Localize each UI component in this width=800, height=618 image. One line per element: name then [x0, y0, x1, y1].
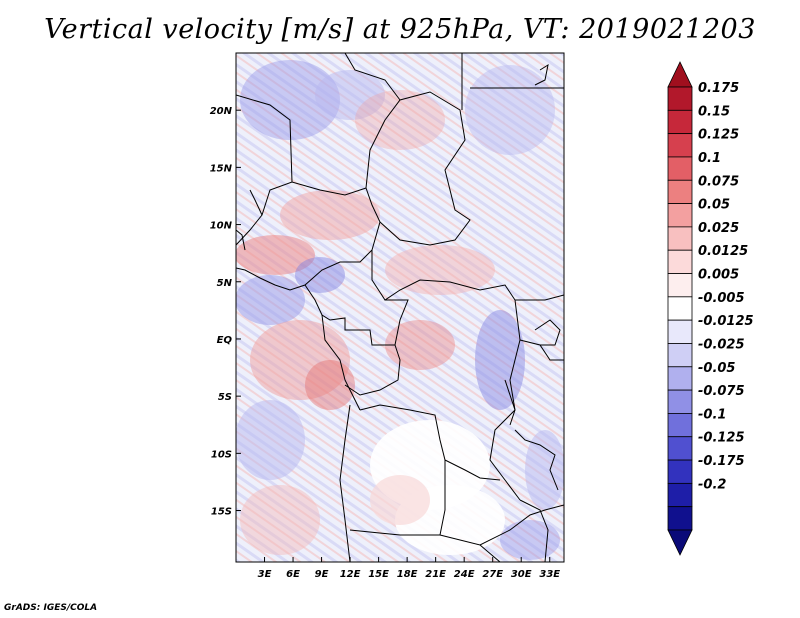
- colorbar-label: -0.005: [698, 291, 745, 306]
- colorbar-label: -0.1: [698, 407, 726, 422]
- lon-tick-label: 24E: [454, 569, 475, 580]
- colorbar: 0.175 0.15 0.125 0.1 0.075 0.05 0.025 0.0125 0.0…: [667, 61, 754, 556]
- lon-tick-label: 15E: [368, 569, 389, 580]
- colorbar-label: 0.025: [698, 221, 739, 236]
- colorbar-swatch: [667, 86, 693, 111]
- colorbar-swatch: [667, 389, 693, 414]
- colorbar-label: -0.0125: [698, 314, 754, 329]
- lat-tick-label: 15S: [211, 507, 232, 518]
- colorbar-label: 0.175: [698, 81, 739, 96]
- colorbar-label: 0.0125: [698, 244, 748, 259]
- colorbar-label: 0.005: [698, 268, 739, 283]
- colorbar-label: -0.025: [698, 337, 745, 352]
- lon-tick-label: 12E: [340, 569, 361, 580]
- colorbar-swatch: [667, 109, 693, 135]
- colorbar-swatch: [667, 459, 693, 484]
- lon-tick-label: 18E: [397, 569, 418, 580]
- colorbar-label: 0.125: [698, 128, 739, 143]
- lat-tick-label: 5S: [218, 392, 232, 403]
- colorbar-label: -0.175: [698, 454, 745, 469]
- latitude-axis: 20N 15N 10N 5N EQ 5S 10S 15S: [210, 106, 241, 518]
- colorbar-label: -0.125: [698, 431, 745, 446]
- colorbar-label: -0.2: [698, 477, 726, 492]
- colorbar-swatch: [667, 296, 693, 321]
- colorbar-bottom-arrow: [667, 529, 693, 556]
- map-frame: [235, 52, 565, 563]
- colorbar-swatch: [667, 273, 693, 298]
- lat-tick-label: 5N: [217, 278, 233, 289]
- longitude-axis: 3E 6E 9E 12E 15E 18E 21E 24E 27E 30E 33E: [258, 557, 560, 580]
- lat-tick-label: 10N: [210, 221, 233, 232]
- colorbar-swatch: [667, 366, 693, 391]
- colorbar-label: 0.075: [698, 174, 739, 189]
- footer-credit: GrADS: IGES/COLA: [4, 603, 98, 613]
- colorbar-swatch: [667, 319, 693, 344]
- lon-tick-label: 33E: [539, 569, 560, 580]
- colorbar-label: 0.15: [698, 104, 730, 119]
- lon-tick-label: 9E: [315, 569, 329, 580]
- lon-tick-label: 6E: [286, 569, 300, 580]
- lon-tick-label: 27E: [482, 569, 503, 580]
- colorbar-label: -0.05: [698, 361, 735, 376]
- lat-tick-label: 15N: [210, 163, 233, 174]
- colorbar-swatch: [667, 482, 693, 508]
- lon-tick-label: 3E: [258, 569, 272, 580]
- colorbar-swatch: [667, 133, 693, 158]
- lon-tick-label: 30E: [511, 569, 532, 580]
- colorbar-swatch: [667, 506, 693, 531]
- colorbar-swatch: [667, 156, 693, 181]
- colorbar-swatch: [667, 343, 693, 368]
- lat-tick-label: 20N: [210, 106, 233, 117]
- lat-tick-label: 10S: [211, 449, 232, 460]
- colorbar-swatch: [667, 203, 693, 228]
- colorbar-label: 0.1: [698, 151, 721, 166]
- colorbar-top-arrow: [667, 61, 693, 88]
- boundaries: [236, 53, 564, 562]
- colorbar-label: -0.075: [698, 384, 745, 399]
- colorbar-swatch: [667, 249, 693, 274]
- colorbar-swatch: [667, 226, 693, 251]
- map-title: Vertical velocity [m/s] at 925hPa, VT: 2…: [44, 14, 756, 45]
- lon-tick-label: 21E: [425, 569, 446, 580]
- lat-tick-label: EQ: [217, 335, 233, 346]
- colorbar-swatch: [667, 436, 693, 461]
- colorbar-label: 0.05: [698, 198, 730, 213]
- colorbar-swatch: [667, 179, 693, 204]
- colorbar-swatch: [667, 413, 693, 438]
